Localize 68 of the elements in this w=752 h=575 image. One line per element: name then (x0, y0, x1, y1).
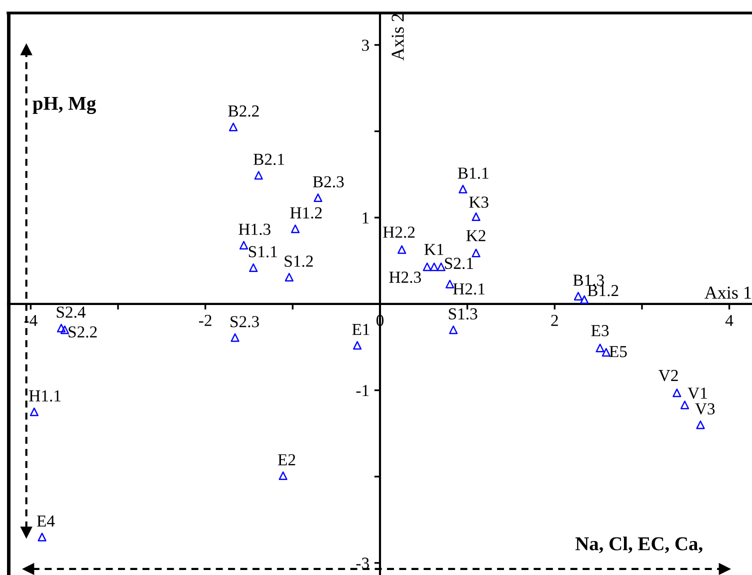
annotation: S2.2 (68, 326, 97, 338)
point (596, 344, 604, 352)
point (314, 193, 322, 202)
annotation: pH, Mg (32, 96, 96, 114)
annotation: K2 (466, 230, 486, 242)
point (249, 263, 258, 272)
annotation: H1.3 (238, 224, 270, 235)
x-tick-label: 2 (551, 314, 558, 326)
annotation: H2.3 (389, 272, 421, 283)
annotation: S1.3 (448, 308, 478, 320)
annotation: H1.1 (29, 390, 61, 402)
point (60, 326, 70, 334)
point (422, 262, 432, 272)
annotation: B2.1 (254, 154, 284, 166)
annotation: H1.2 (290, 207, 322, 219)
point (228, 122, 238, 132)
point (30, 408, 38, 416)
point (436, 262, 446, 272)
annotation: E5 (609, 346, 627, 358)
y-tick-label: -1 (356, 385, 369, 396)
point (398, 245, 406, 254)
annotation: S2.4 (56, 306, 86, 318)
point (290, 224, 300, 234)
annotation: H2.1 (453, 283, 485, 295)
point (278, 471, 288, 480)
point (38, 532, 46, 542)
annotation: E4 (36, 516, 55, 527)
x-tick-label: 4 (725, 314, 734, 326)
point (472, 248, 480, 258)
point (680, 400, 690, 410)
x-axis-title: Axis 1 (704, 286, 751, 299)
x-tick-label: -2 (199, 314, 212, 326)
y-tick-label: 1 (362, 212, 369, 224)
annotation: B2.3 (312, 176, 344, 188)
annotation: S2.3 (230, 316, 259, 328)
point (284, 272, 294, 282)
annotation: K3 (469, 196, 488, 208)
annotation: V1 (688, 388, 707, 399)
annotation: S1.2 (284, 256, 313, 267)
annotation: E3 (591, 325, 609, 336)
point (449, 326, 458, 334)
point (696, 420, 705, 430)
annotation: E1 (352, 324, 370, 335)
point (458, 184, 468, 194)
point (580, 295, 589, 304)
annotation: K1 (424, 244, 444, 255)
point (230, 333, 240, 342)
annotation: V2 (658, 370, 678, 382)
point (56, 324, 66, 332)
annotation: B2.2 (228, 105, 259, 117)
y-axis-title: Axis 2 (392, 14, 404, 60)
point (672, 388, 682, 398)
annotation: S1.1 (248, 246, 277, 258)
annotation: V3 (695, 403, 715, 415)
annotation: E2 (278, 454, 296, 466)
point (352, 341, 362, 350)
annotation: Na, Cl, EC, Ca, (575, 536, 702, 554)
annotation: B1.1 (458, 168, 488, 179)
point (254, 171, 263, 180)
annotation: S2.1 (445, 258, 474, 270)
annotation: B1.2 (588, 285, 618, 296)
point (472, 212, 480, 222)
y-tick-label: 3 (362, 40, 369, 51)
point (430, 262, 438, 272)
annotation: H2.2 (383, 226, 415, 238)
point (574, 292, 583, 300)
annotation: B1.3 (573, 274, 604, 286)
point (239, 240, 248, 250)
